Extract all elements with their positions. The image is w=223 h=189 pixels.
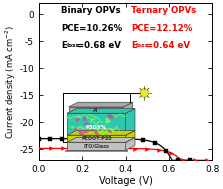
- Text: PCE=10.26%: PCE=10.26%: [61, 24, 123, 33]
- Text: E: E: [61, 41, 67, 50]
- Text: loss: loss: [136, 43, 149, 48]
- Text: loss: loss: [66, 43, 79, 48]
- X-axis label: Voltage (V): Voltage (V): [99, 176, 153, 186]
- Text: =0.68 eV: =0.68 eV: [77, 41, 121, 50]
- Text: =0.64 eV: =0.64 eV: [146, 41, 190, 50]
- Text: PCE=12.12%: PCE=12.12%: [131, 24, 192, 33]
- Text: Ternary OPVs: Ternary OPVs: [131, 6, 196, 15]
- Text: Binary OPVs: Binary OPVs: [61, 6, 121, 15]
- Text: E: E: [131, 41, 136, 50]
- Y-axis label: Current density (mA cm$^{-2}$): Current density (mA cm$^{-2}$): [4, 25, 18, 139]
